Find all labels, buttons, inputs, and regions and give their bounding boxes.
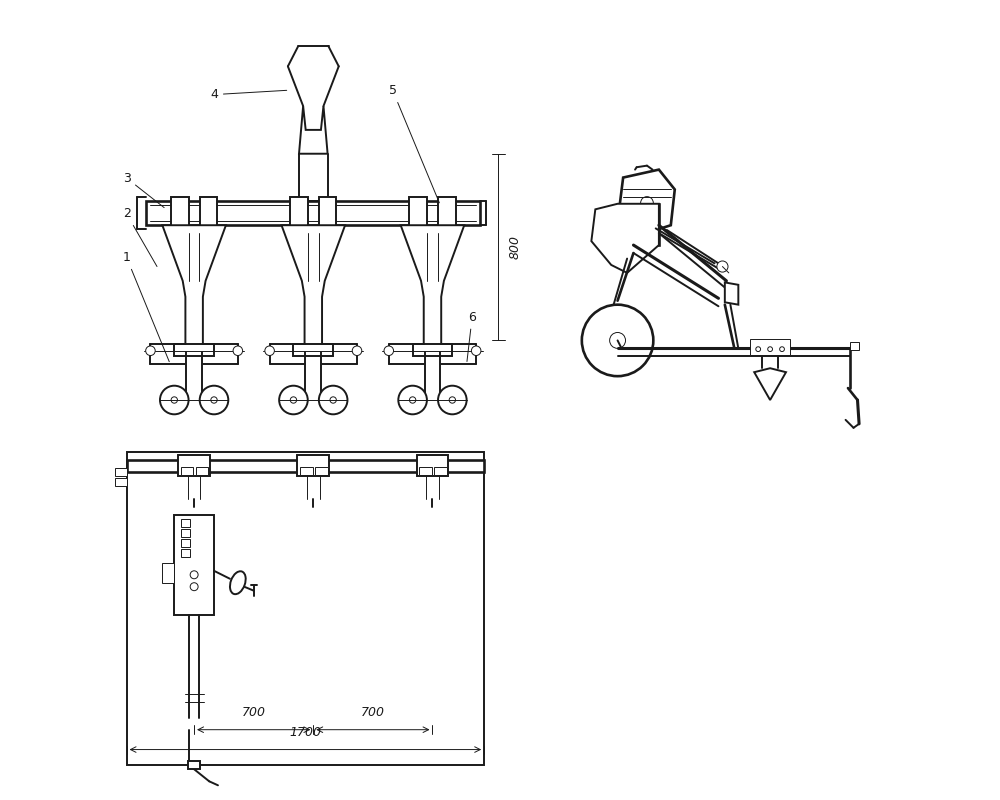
Circle shape: [398, 386, 427, 414]
Bar: [181, 466, 193, 474]
Circle shape: [449, 397, 456, 403]
Circle shape: [409, 397, 416, 403]
Circle shape: [352, 346, 362, 355]
Circle shape: [279, 386, 308, 414]
Text: 800: 800: [509, 235, 522, 259]
Bar: [434, 466, 447, 474]
Bar: [196, 466, 208, 474]
Polygon shape: [725, 282, 738, 305]
Bar: [750, 339, 790, 354]
Polygon shape: [299, 106, 328, 154]
Circle shape: [780, 346, 784, 351]
Text: 3: 3: [123, 171, 164, 208]
Bar: [181, 550, 190, 558]
Bar: [315, 466, 328, 474]
Circle shape: [160, 386, 189, 414]
Bar: [623, 210, 653, 239]
Circle shape: [190, 582, 198, 590]
Bar: [181, 529, 190, 537]
Bar: [618, 204, 659, 245]
Bar: [162, 563, 174, 582]
Polygon shape: [619, 170, 675, 237]
Circle shape: [756, 346, 761, 351]
Bar: [297, 455, 329, 476]
Bar: [188, 762, 200, 770]
Bar: [178, 455, 210, 476]
Bar: [290, 198, 308, 229]
Circle shape: [471, 346, 481, 355]
Polygon shape: [754, 368, 786, 400]
Circle shape: [290, 397, 297, 403]
Bar: [409, 198, 427, 229]
Circle shape: [768, 346, 772, 351]
Bar: [171, 198, 189, 229]
Text: 4: 4: [210, 88, 287, 101]
Bar: [127, 459, 484, 471]
Bar: [419, 466, 432, 474]
Circle shape: [319, 386, 347, 414]
Bar: [319, 198, 336, 229]
Polygon shape: [591, 204, 659, 273]
Bar: [127, 452, 484, 766]
Circle shape: [582, 305, 653, 376]
Polygon shape: [401, 226, 464, 352]
Bar: [174, 515, 214, 614]
Text: 5: 5: [389, 84, 439, 202]
Circle shape: [438, 386, 467, 414]
Bar: [438, 198, 456, 229]
Text: 700: 700: [242, 706, 266, 718]
Bar: [115, 478, 127, 486]
Circle shape: [190, 571, 198, 578]
Bar: [174, 344, 214, 356]
Circle shape: [171, 397, 177, 403]
Circle shape: [233, 346, 243, 355]
Polygon shape: [162, 226, 226, 352]
Circle shape: [211, 397, 217, 403]
Bar: [146, 202, 480, 226]
Bar: [181, 519, 190, 527]
Circle shape: [200, 386, 228, 414]
Circle shape: [146, 346, 155, 355]
Text: 1700: 1700: [289, 726, 321, 739]
Circle shape: [384, 346, 394, 355]
Bar: [417, 455, 448, 476]
Text: 2: 2: [123, 207, 157, 266]
Circle shape: [330, 397, 336, 403]
Text: 1: 1: [123, 251, 169, 362]
Bar: [181, 539, 190, 547]
Circle shape: [641, 197, 653, 210]
Bar: [413, 344, 452, 356]
Bar: [200, 198, 217, 229]
Text: 6: 6: [467, 310, 476, 362]
Ellipse shape: [230, 571, 246, 594]
Bar: [300, 466, 313, 474]
Polygon shape: [282, 226, 345, 352]
Circle shape: [717, 261, 728, 272]
Bar: [293, 344, 333, 356]
Circle shape: [265, 346, 274, 355]
Circle shape: [610, 333, 626, 348]
Bar: [850, 342, 859, 350]
Text: 700: 700: [361, 706, 385, 718]
Bar: [115, 468, 127, 476]
